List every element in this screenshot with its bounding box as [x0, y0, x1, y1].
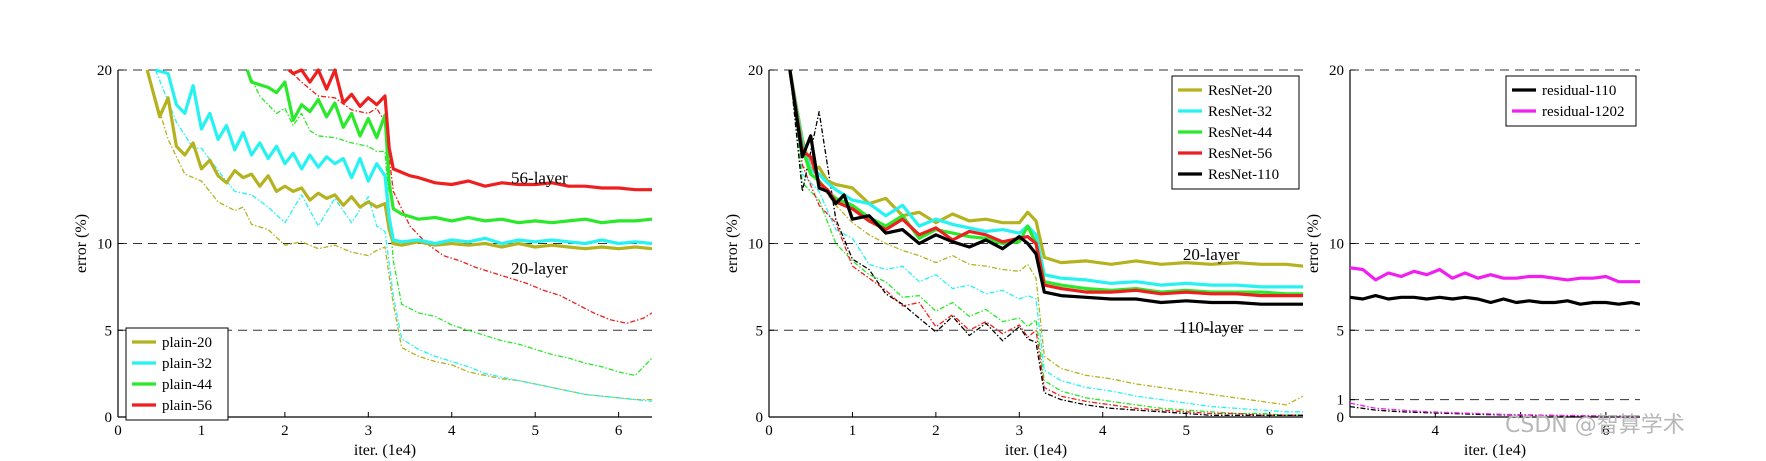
legend-label: plain-32	[162, 356, 212, 372]
x-tick-label: 1	[198, 423, 206, 439]
x-tick-label: 1	[849, 423, 857, 439]
series-line	[1350, 402, 1640, 417]
series-annotation: 20-layer	[1183, 245, 1240, 264]
legend-label: plain-56	[162, 398, 212, 414]
x-tick-label: 0	[114, 423, 122, 439]
legend-label: ResNet-56	[1208, 146, 1273, 162]
legend-label: plain-44	[162, 377, 212, 393]
y-tick-label: 5	[756, 323, 764, 339]
y-tick-label: 0	[105, 410, 113, 426]
x-tick-label: 6	[615, 423, 623, 439]
x-tick-label: 3	[1016, 423, 1024, 439]
series-annotation: 20-layer	[511, 259, 568, 278]
x-tick-label: 5	[1182, 423, 1190, 439]
legend-box	[1505, 75, 1637, 127]
series-line	[146, 69, 652, 401]
series-line	[789, 69, 1303, 406]
deep-residual-panel: 01 5 10 20 4 6 iter. (1e4) error (%) residual-11…	[1305, 63, 1640, 459]
x-tick-label: 6	[1266, 423, 1274, 439]
y-tick-label: 20	[97, 63, 112, 79]
resnet-panel: 0 5 10 20 0 1 2 3 4 5 6 iter. (1e4) error (%) 20-laye…	[724, 63, 1303, 459]
x-tick-label: 3	[365, 423, 373, 439]
y-tick-label: 0	[1337, 410, 1345, 426]
y-tick-label: 10	[1329, 237, 1344, 253]
series-line	[789, 69, 1303, 416]
series-line	[245, 69, 652, 225]
x-axis-label: iter. (1e4)	[354, 442, 416, 459]
series-line	[789, 69, 1303, 413]
series-line	[287, 68, 652, 192]
plain-networks-panel: 0 5 10 20 0 1 2 3 4 5 6 iter. (1e4) error (%) 56-laye…	[73, 63, 652, 459]
y-tick-label: 10	[97, 237, 112, 253]
y-tick-label: 20	[748, 63, 763, 79]
x-tick-label: 2	[932, 423, 940, 439]
legend-label: ResNet-32	[1208, 104, 1272, 120]
y-tick-label: 10	[748, 237, 763, 253]
series-line	[1350, 294, 1640, 306]
y-tick-label: 20	[1329, 63, 1344, 79]
series-line	[789, 69, 1303, 416]
legend-label: ResNet-110	[1208, 167, 1279, 183]
legend-label: ResNet-44	[1208, 125, 1273, 141]
series-annotation: 110-layer	[1179, 318, 1244, 337]
series-line	[788, 69, 1303, 306]
legend-label: ResNet-20	[1208, 83, 1272, 99]
y-tick-label: 1	[1337, 393, 1345, 409]
x-tick-label: 0	[765, 423, 773, 439]
series-line	[154, 69, 652, 403]
y-tick-label: 5	[105, 323, 113, 339]
x-tick-label: 4	[1099, 423, 1107, 439]
x-tick-label: 2	[281, 423, 289, 439]
series-line	[246, 69, 652, 377]
series-line	[155, 68, 652, 246]
x-tick-label: 4	[1432, 423, 1440, 439]
y-axis-label: error (%)	[724, 214, 741, 273]
series-line	[288, 69, 652, 324]
series-line	[145, 69, 652, 251]
y-tick-label: 0	[756, 410, 764, 426]
x-axis-label: iter. (1e4)	[1464, 442, 1526, 459]
series-annotation: 56-layer	[511, 169, 568, 188]
legend-label: residual-1202	[1542, 104, 1624, 120]
series-line	[789, 69, 1303, 416]
x-tick-label: 4	[448, 423, 456, 439]
legend-label: plain-20	[162, 335, 212, 351]
y-axis-label: error (%)	[73, 214, 90, 273]
x-axis-label: iter. (1e4)	[1005, 442, 1067, 459]
series-line	[788, 69, 1303, 296]
legend-label: residual-110	[1542, 83, 1616, 99]
y-axis-label: error (%)	[1305, 214, 1322, 273]
y-tick-label: 5	[1337, 323, 1345, 339]
series-line	[788, 69, 1303, 268]
series-line	[788, 69, 1303, 289]
watermark: CSDN @智算学术	[1505, 413, 1685, 438]
series-line	[1350, 266, 1640, 284]
x-tick-label: 6	[1602, 423, 1610, 439]
x-tick-label: 5	[531, 423, 539, 439]
